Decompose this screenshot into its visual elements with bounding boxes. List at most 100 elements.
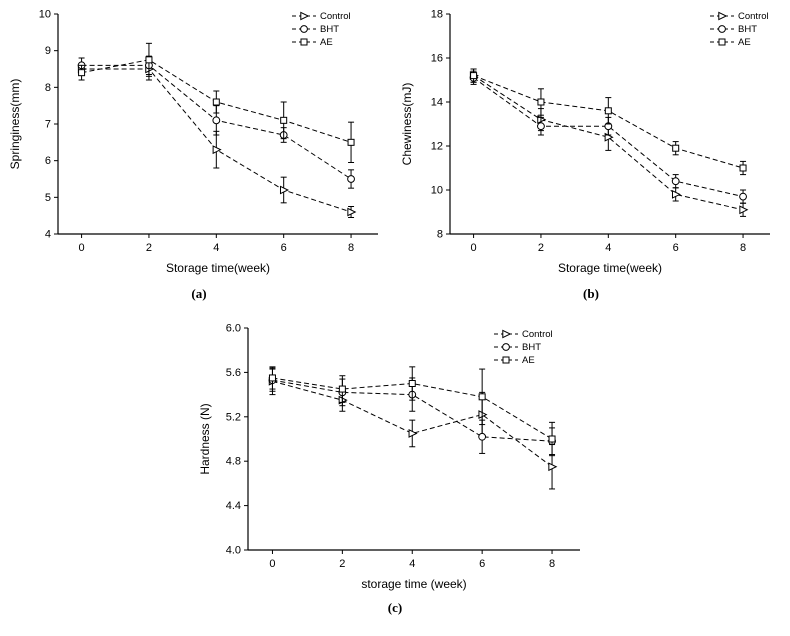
- x-axis-label: storage time (week): [361, 577, 466, 591]
- circle-marker: [478, 432, 487, 441]
- x-tick-label: 6: [673, 242, 679, 254]
- y-tick-label: 4.8: [226, 456, 241, 468]
- y-tick-label: 6: [45, 155, 51, 167]
- triangle-right-marker: [502, 329, 512, 339]
- circle-marker: [300, 25, 308, 33]
- legend-label: BHT: [320, 24, 339, 35]
- x-tick-label: 6: [281, 242, 287, 254]
- series-ae: [268, 366, 556, 457]
- y-tick-label: 8: [437, 229, 443, 241]
- square-marker: [212, 98, 220, 106]
- circle-marker: [502, 343, 510, 351]
- y-tick-label: 14: [431, 97, 443, 109]
- chart-chewiness: 8 10 12 14 16 18 0 2 4 6 8 Storage time(week) Chewin…: [398, 4, 784, 280]
- square-marker: [739, 164, 747, 172]
- axes: 4.0 4.4 4.8 5.2 5.6 6.0 0 2 4 6 8: [226, 323, 580, 570]
- circle-marker: [718, 25, 726, 33]
- axes: 8 10 12 14 16 18 0 2 4 6 8: [431, 9, 770, 254]
- square-marker: [408, 380, 416, 387]
- series-control: [469, 68, 749, 217]
- x-tick-label: 4: [409, 558, 415, 570]
- y-tick-label: 6.0: [226, 323, 241, 335]
- square-marker: [604, 107, 612, 115]
- legend-entry-control: Control: [494, 329, 553, 340]
- x-tick-label: 8: [348, 242, 354, 254]
- y-tick-label: 5: [45, 192, 51, 204]
- legend-entry-control: Control: [710, 11, 769, 22]
- legend-label: AE: [738, 37, 751, 48]
- triangle-right-marker: [212, 145, 222, 155]
- panel-a: 4 5 6 7 8 9 10 0 2 4 6 8 Storage time(week) Springine…: [6, 4, 392, 280]
- square-marker: [537, 98, 545, 106]
- square-marker: [78, 69, 86, 77]
- series-ae: [78, 42, 355, 163]
- legend-entry-bht: BHT: [494, 342, 541, 353]
- legend-entry-ae: AE: [710, 37, 751, 48]
- y-tick-label: 7: [45, 119, 51, 131]
- x-axis-label: Storage time(week): [166, 261, 270, 275]
- y-tick-label: 10: [431, 185, 443, 197]
- panel-b: 8 10 12 14 16 18 0 2 4 6 8 Storage time(week) Chewin…: [398, 4, 784, 280]
- y-axis-label: Springiness(mm): [8, 79, 22, 170]
- square-marker: [300, 38, 308, 46]
- y-tick-label: 18: [431, 9, 443, 21]
- triangle-right-marker: [671, 190, 682, 199]
- square-marker: [478, 393, 486, 401]
- triangle-right-marker: [279, 185, 290, 195]
- square-marker: [672, 144, 680, 152]
- y-axis-label: Chewiness(mJ): [400, 83, 414, 166]
- legend-label: AE: [320, 37, 333, 48]
- square-marker: [548, 435, 556, 443]
- legend-label: BHT: [738, 24, 757, 35]
- y-tick-label: 4.4: [226, 500, 241, 512]
- circle-marker: [347, 175, 355, 183]
- circle-marker: [212, 116, 221, 125]
- x-tick-label: 8: [549, 558, 555, 570]
- triangle-right-marker: [408, 429, 418, 438]
- chart-springiness: 4 5 6 7 8 9 10 0 2 4 6 8 Storage time(week) Springine…: [6, 4, 392, 280]
- y-tick-label: 12: [431, 141, 443, 153]
- square-marker: [145, 56, 153, 64]
- panel-a-caption: (a): [191, 286, 207, 301]
- square-marker: [280, 116, 288, 124]
- x-axis-label: Storage time(week): [558, 261, 662, 275]
- panel-c-caption: (c): [387, 600, 403, 615]
- legend-entry-bht: BHT: [710, 24, 757, 35]
- legend-entry-bht: BHT: [292, 24, 339, 35]
- circle-marker: [739, 192, 747, 201]
- y-tick-label: 5.6: [226, 367, 241, 379]
- triangle-right-marker: [347, 207, 357, 217]
- x-tick-label: 0: [79, 242, 85, 254]
- circle-marker: [537, 122, 545, 131]
- chart-hardness: 4.0 4.4 4.8 5.2 5.6 6.0 0 2 4 6 8 storage time (wee…: [196, 318, 594, 596]
- triangle-right-marker: [718, 11, 728, 21]
- triangle-right-marker: [300, 11, 310, 21]
- x-tick-label: 0: [471, 242, 477, 254]
- y-tick-label: 16: [431, 53, 443, 65]
- y-tick-label: 8: [45, 82, 51, 94]
- legend-entry-ae: AE: [292, 37, 333, 48]
- y-tick-label: 4.0: [226, 545, 241, 557]
- axes: 4 5 6 7 8 9 10 0 2 4 6 8: [39, 9, 378, 254]
- series-control: [77, 57, 357, 218]
- square-marker: [470, 72, 478, 80]
- y-tick-label: 5.2: [226, 411, 241, 423]
- x-tick-label: 2: [146, 242, 152, 254]
- circle-marker: [671, 177, 680, 186]
- panel-c: 4.0 4.4 4.8 5.2 5.6 6.0 0 2 4 6 8 storage time (wee…: [196, 318, 594, 596]
- legend-label: Control: [320, 11, 351, 22]
- legend: Control BHT AE: [710, 11, 769, 48]
- x-tick-label: 2: [339, 558, 345, 570]
- x-tick-label: 4: [213, 242, 219, 254]
- legend-label: Control: [738, 11, 769, 22]
- y-tick-label: 9: [45, 45, 51, 57]
- square-marker: [347, 138, 355, 146]
- legend: Control BHT AE: [292, 11, 351, 48]
- legend-entry-control: Control: [292, 11, 351, 22]
- x-tick-label: 4: [605, 242, 611, 254]
- x-tick-label: 8: [740, 242, 746, 254]
- y-axis-label: Hardness (N): [198, 403, 212, 474]
- y-tick-label: 4: [45, 229, 51, 241]
- square-marker: [338, 385, 346, 393]
